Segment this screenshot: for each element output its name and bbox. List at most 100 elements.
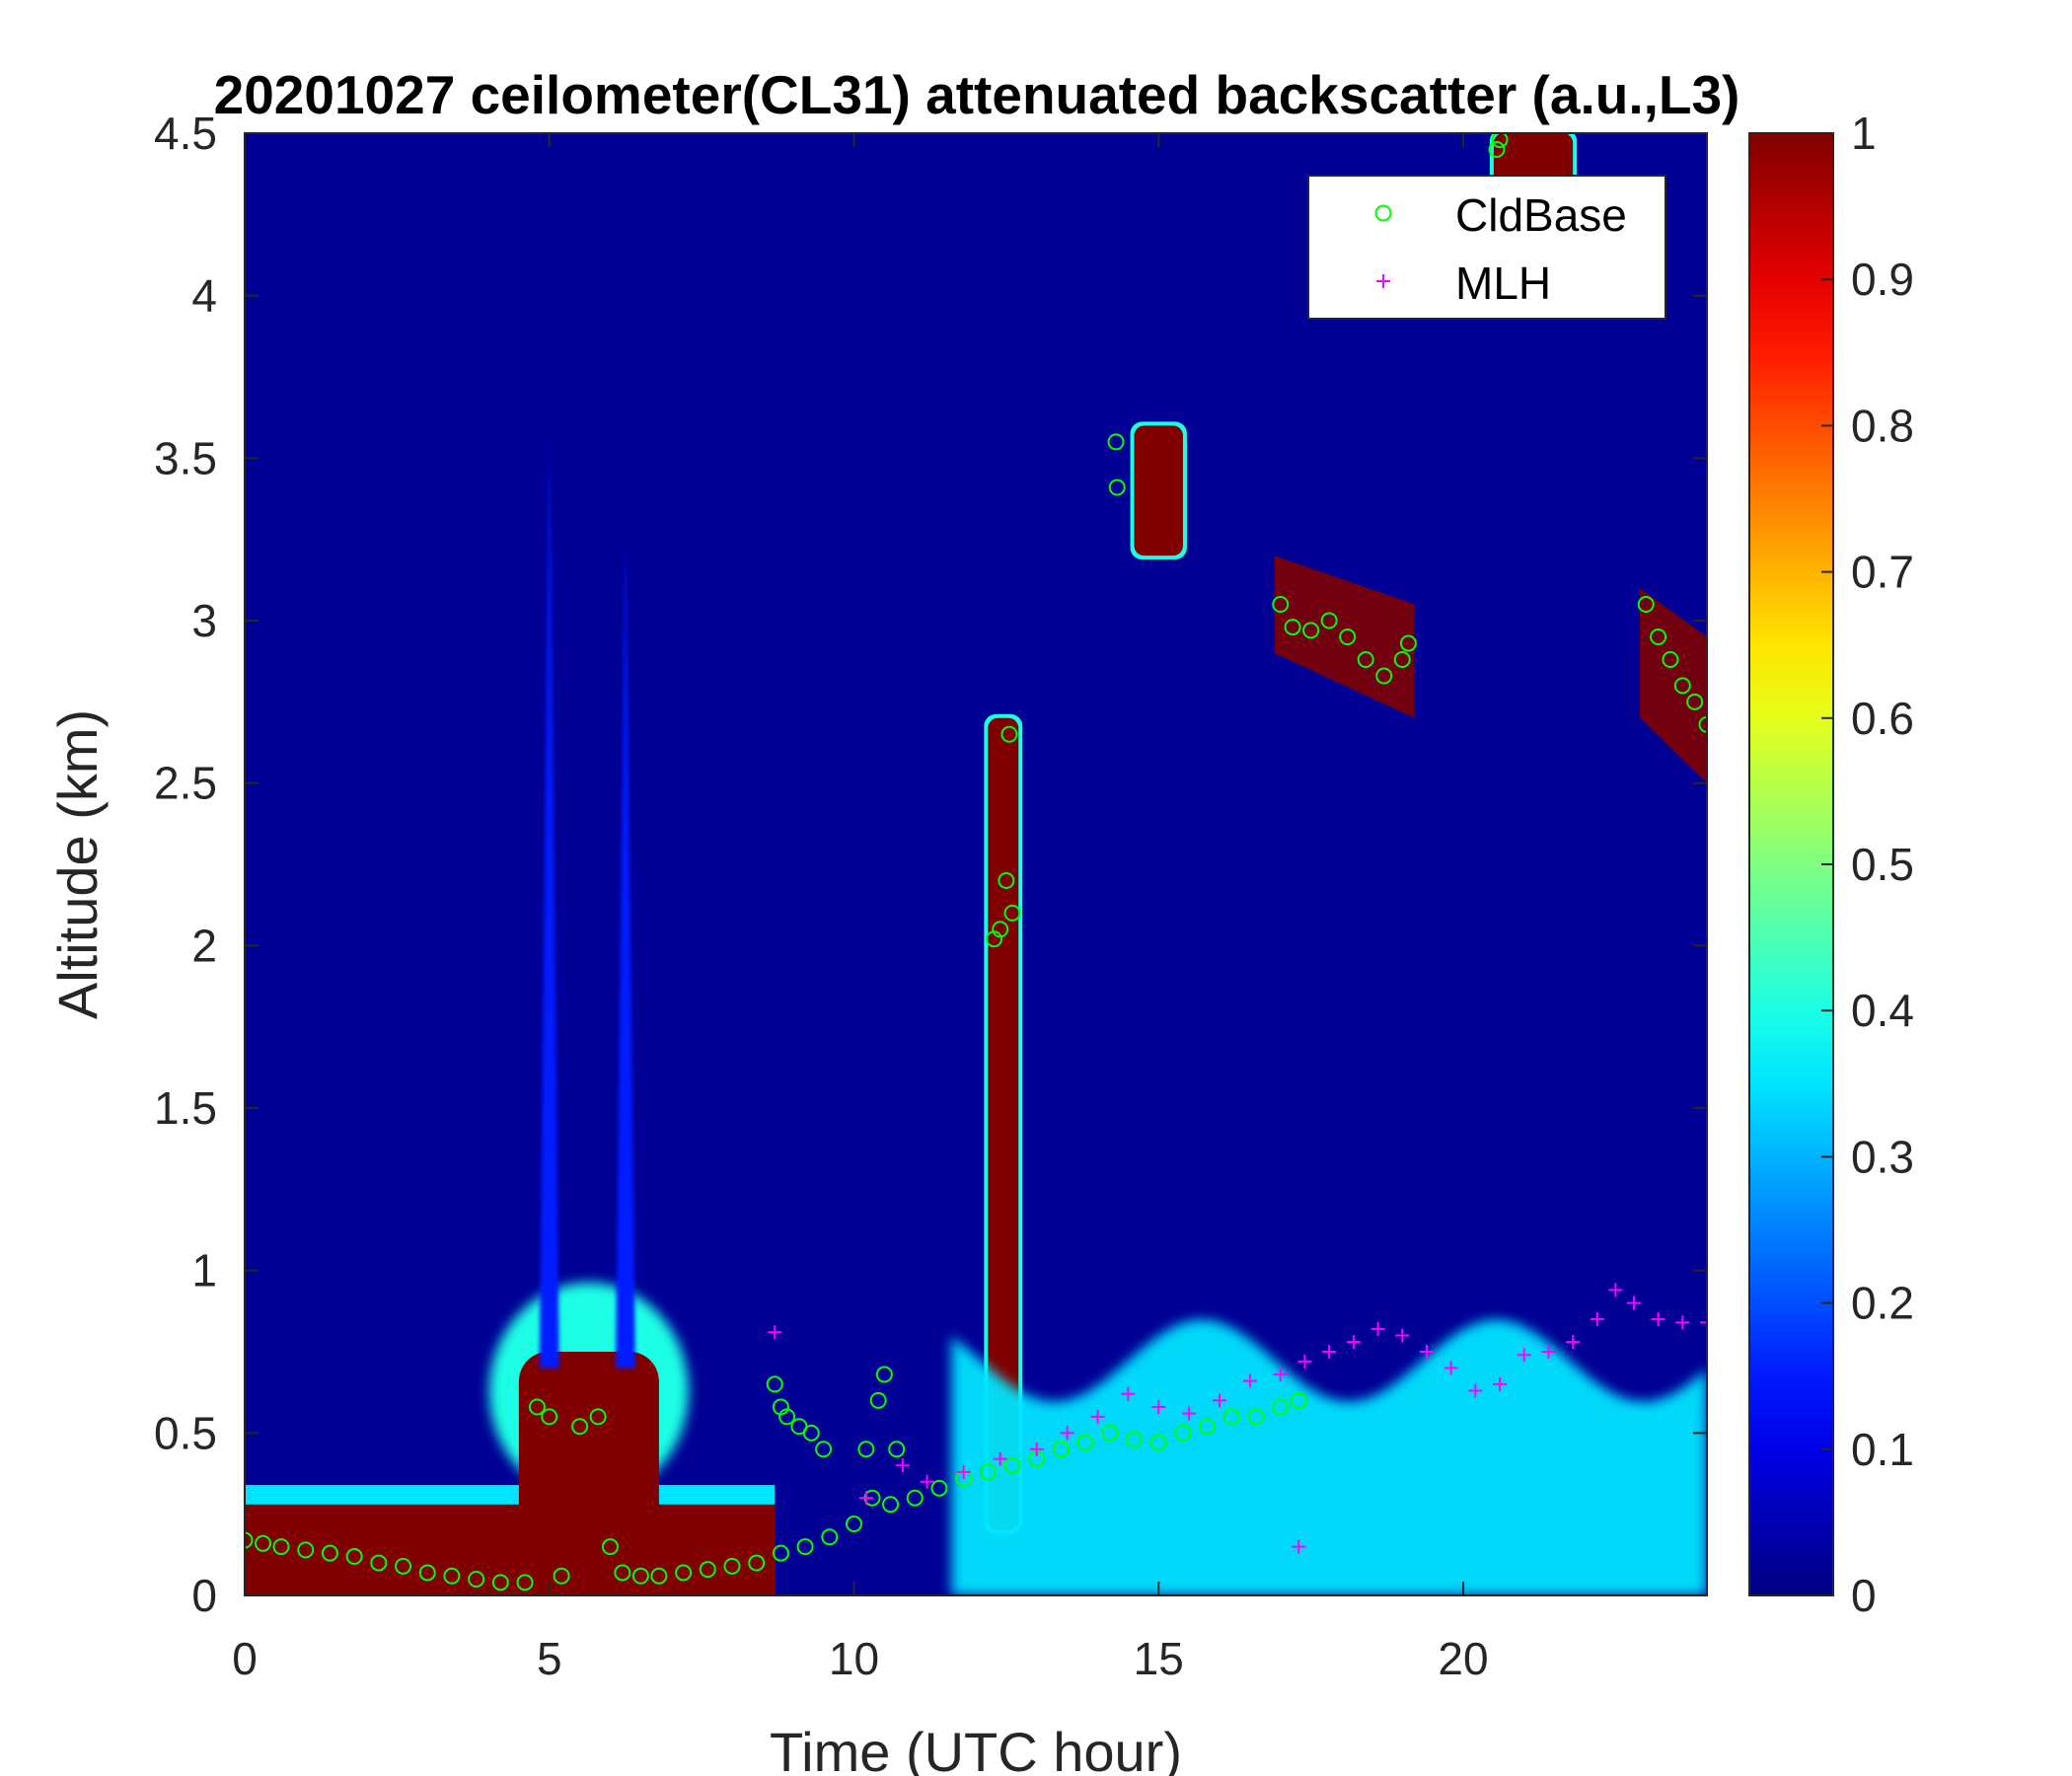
legend-box (1307, 175, 1666, 320)
cldbase-point (589, 1408, 607, 1426)
mlh-point (1395, 1328, 1410, 1343)
colorbar-bar (1748, 132, 1834, 1596)
mlh-point (1029, 1442, 1044, 1456)
feature-cloud-band-6 (1274, 555, 1415, 718)
mlh-point (920, 1474, 934, 1489)
legend-mlh-label: MLH (1455, 258, 1551, 309)
mlh-point (1608, 1283, 1623, 1297)
plot-frame (244, 132, 1708, 1596)
x-axis-ticks: 0 5 10 15 20 (232, 133, 1489, 1684)
colorbar-tick-label: 0.3 (1851, 1131, 1914, 1182)
mlh-point (1370, 1321, 1385, 1336)
cldbase-point (1339, 628, 1357, 645)
mlh-point (1297, 1354, 1312, 1369)
y-axis-ticks: 0 0.5 1 1.5 2 2.5 3 3.5 4 4.5 (154, 108, 1707, 1621)
y-tick-label: 4.5 (154, 108, 217, 159)
mlh-point (858, 1491, 873, 1506)
x-tick-label: 20 (1438, 1633, 1488, 1684)
colorbar-ticks: 0 0.1 0.2 0.3 0.4 0.5 0.6 0.7 0.8 0.9 1 (1821, 108, 1914, 1621)
mlh-point (1700, 1315, 1707, 1330)
colorbar-tick-label: 1 (1851, 108, 1877, 159)
mlh-point (1590, 1312, 1604, 1327)
colorbar-tick-label: 0.1 (1851, 1424, 1914, 1475)
cldbase-point (1199, 1418, 1217, 1436)
cldbase-point (675, 1564, 693, 1582)
cldbase-point (1272, 596, 1290, 614)
mlh-point (1090, 1409, 1105, 1424)
cldbase-point (778, 1408, 796, 1426)
mlh-point (1242, 1373, 1257, 1388)
y-tick-label: 4 (191, 270, 217, 322)
cldbase-point (1290, 1391, 1307, 1409)
cldbase-point (1052, 1441, 1070, 1458)
cldbase-point (1637, 596, 1655, 614)
cldbase-point (1375, 667, 1393, 685)
cldbase-point (1393, 651, 1411, 669)
cldbase-point (370, 1554, 388, 1572)
mlh-point (1541, 1345, 1556, 1359)
cldbase-point (766, 1375, 783, 1393)
feature-thin-plume-3 (615, 523, 635, 1369)
y-tick-label: 1.5 (154, 1082, 217, 1134)
cldbase-point (553, 1567, 570, 1585)
cldbase-point (631, 1567, 649, 1585)
x-tick-label: 0 (232, 1633, 258, 1684)
cldbase-point (821, 1528, 839, 1546)
colorbar-tick-label: 0.6 (1851, 693, 1914, 744)
mlh-point (895, 1458, 910, 1473)
cldbase-point (869, 1391, 887, 1409)
cldbase-point (1247, 1408, 1265, 1426)
cldbase-point (1686, 693, 1704, 710)
mlh-point (1322, 1345, 1337, 1359)
colorbar-tick-label: 0.9 (1851, 254, 1914, 305)
feature-cloud-band-7 (1640, 588, 1707, 783)
cldbase-point (321, 1544, 338, 1562)
mlh-point (1182, 1406, 1197, 1421)
y-tick-label: 1 (191, 1245, 217, 1296)
cldbase-point (1302, 622, 1320, 639)
y-tick-label: 2 (191, 920, 217, 971)
cldbase-point (815, 1441, 833, 1458)
cldbase-point (930, 1479, 948, 1497)
mlh-point (1468, 1383, 1483, 1398)
cldbase-point (541, 1408, 558, 1426)
cldbase-point (979, 1463, 997, 1481)
mlh-point (1346, 1335, 1361, 1350)
cldbase-point (245, 1531, 254, 1549)
mlh-point (1151, 1399, 1166, 1414)
cldbase-point (1320, 612, 1338, 629)
cldbase-point (272, 1538, 290, 1556)
cldbase-point (992, 921, 1009, 938)
colorbar-tick-label: 0.5 (1851, 839, 1914, 890)
mlh-point (1626, 1295, 1641, 1310)
cldbase-point (1000, 725, 1018, 743)
cldbase-point (491, 1574, 509, 1591)
cldbase-point (614, 1564, 631, 1582)
feature-thin-plume-2 (539, 425, 559, 1369)
mlh-point (1517, 1348, 1531, 1363)
cldbase-point (1174, 1424, 1192, 1442)
cldbase-point (906, 1489, 924, 1507)
cldbase-point (1222, 1408, 1240, 1426)
plot-area: 0 5 10 15 20 0 0.5 1 1.5 2 2.5 3 3.5 4 4.5 (154, 108, 1708, 1684)
legend-cldbase-label: CldBase (1455, 189, 1627, 241)
x-tick-label: 15 (1134, 1633, 1184, 1684)
cldbase-point (1003, 1456, 1021, 1474)
mlh-point (1651, 1312, 1665, 1327)
cldbase-point (802, 1424, 820, 1442)
cldbase-point (602, 1538, 619, 1556)
colorbar-tick-label: 0.7 (1851, 547, 1914, 598)
cldbase-point (528, 1398, 546, 1416)
cldbase-point (516, 1574, 534, 1591)
x-tick-label: 10 (829, 1633, 879, 1684)
cldbase-point (1076, 1434, 1094, 1451)
mlh-point (1121, 1386, 1136, 1401)
cldbase-point (796, 1538, 814, 1556)
y-tick-label: 0 (191, 1570, 217, 1621)
chart-title: 20201027 ceilometer(CL31) attenuated bac… (214, 64, 1740, 125)
y-tick-label: 2.5 (154, 758, 217, 809)
legend-cldbase-marker (1374, 204, 1392, 222)
mlh-point (1419, 1345, 1434, 1359)
cldbase-point (888, 1441, 906, 1458)
cldbase-point (1673, 677, 1691, 695)
